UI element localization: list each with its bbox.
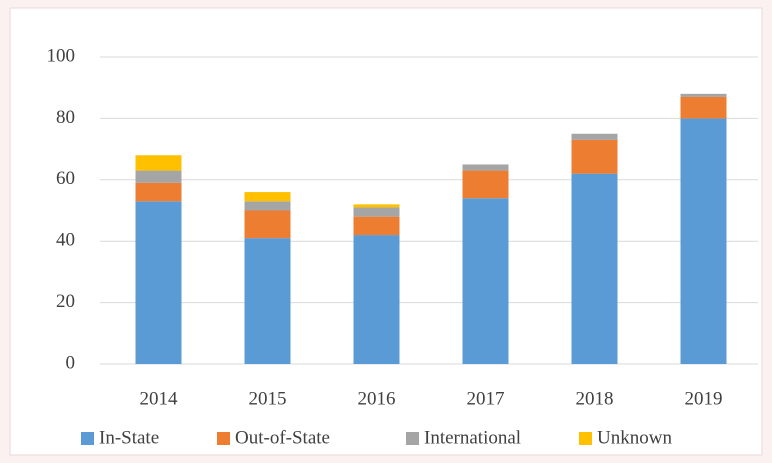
bar-segment <box>462 198 509 364</box>
bar-segment <box>135 170 182 183</box>
x-tick-label: 2018 <box>576 388 614 409</box>
bar-segment <box>353 216 400 236</box>
legend-label: Out-of-State <box>235 427 330 448</box>
bar-segment <box>680 96 727 119</box>
bar-segment <box>462 164 509 171</box>
bar-segment <box>571 139 618 174</box>
bar-segment <box>244 201 291 211</box>
x-tick-label: 2019 <box>685 388 723 409</box>
bar-segment <box>244 238 291 364</box>
bar-segment <box>680 93 727 97</box>
x-tick-label: 2016 <box>358 388 396 409</box>
y-tick-label: 100 <box>47 45 76 66</box>
bar-segment <box>353 207 400 217</box>
legend-swatch <box>579 432 592 445</box>
y-tick-label: 80 <box>56 107 75 128</box>
legend-swatch <box>81 432 94 445</box>
bar-segment <box>571 173 618 364</box>
y-tick-label: 40 <box>56 230 75 251</box>
bar-segment <box>353 204 400 208</box>
legend-label: International <box>424 427 521 448</box>
bar-segment <box>135 201 182 364</box>
bar-segment <box>353 235 400 364</box>
bar-segment <box>135 155 182 171</box>
bar-segment <box>244 192 291 202</box>
legend-label: Unknown <box>597 427 672 448</box>
y-tick-label: 20 <box>56 291 75 312</box>
x-tick-label: 2015 <box>249 388 287 409</box>
x-tick-label: 2014 <box>140 388 179 409</box>
y-tick-label: 0 <box>66 352 76 373</box>
bar-segment <box>244 210 291 239</box>
bar-segment <box>135 182 182 202</box>
bar-segment <box>462 170 509 199</box>
y-tick-label: 60 <box>56 168 75 189</box>
bar-segment <box>571 133 618 140</box>
x-tick-label: 2017 <box>467 388 505 409</box>
legend-swatch <box>406 432 419 445</box>
bar-segment <box>680 118 727 365</box>
legend-swatch <box>217 432 230 445</box>
legend-label: In-State <box>99 427 159 448</box>
